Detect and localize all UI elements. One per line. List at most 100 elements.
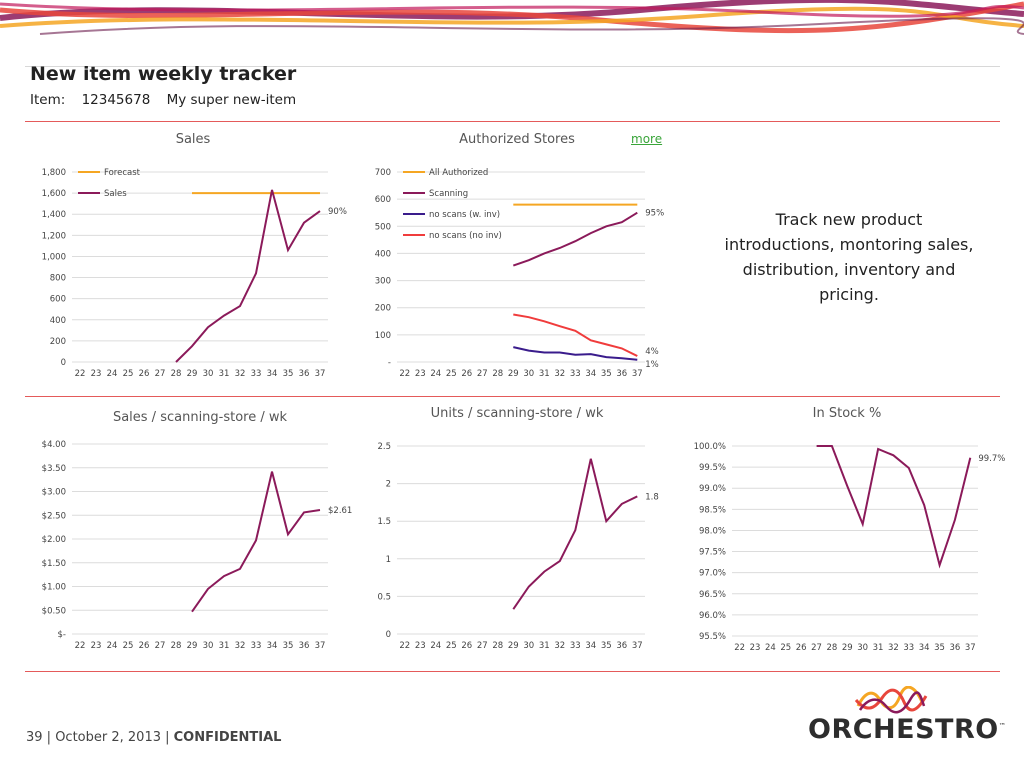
x-tick-label: 24	[430, 641, 441, 651]
y-tick-label: $3.00	[42, 488, 66, 498]
header-banner	[0, 0, 1024, 35]
x-tick-label: 26	[461, 641, 472, 651]
x-tick-label: 32	[235, 641, 246, 651]
x-tick-label: 23	[750, 643, 761, 653]
x-tick-label: 30	[523, 641, 534, 651]
x-tick-label: 27	[155, 369, 166, 379]
footer-date: October 2, 2013	[55, 730, 161, 745]
x-tick-label: 36	[616, 369, 627, 379]
x-tick-label: 29	[508, 641, 519, 651]
x-tick-label: 23	[415, 369, 426, 379]
x-tick-label: 24	[107, 641, 118, 651]
x-tick-label: 22	[399, 369, 410, 379]
y-tick-label: 98.0%	[699, 526, 726, 536]
x-tick-label: 26	[461, 369, 472, 379]
y-tick-label: 0.5	[377, 592, 391, 602]
x-tick-label: 23	[415, 641, 426, 651]
y-tick-label: 200	[375, 304, 391, 314]
y-tick-label: 1,600	[42, 189, 66, 199]
data-label: 95%	[645, 209, 664, 219]
x-tick-label: 22	[75, 369, 86, 379]
x-tick-label: 27	[477, 641, 488, 651]
y-tick-label: 95.5%	[699, 632, 726, 642]
x-tick-label: 31	[219, 369, 230, 379]
data-label: 1%	[645, 360, 659, 370]
x-tick-label: 34	[585, 641, 596, 651]
x-tick-label: 29	[187, 641, 198, 651]
x-tick-label: 34	[585, 369, 596, 379]
legend-label: Sales	[104, 189, 127, 199]
y-tick-label: 600	[375, 195, 391, 205]
orchestro-logo: ORCHESTRO™	[808, 714, 1007, 745]
item-name: My super new-item	[166, 92, 297, 108]
x-tick-label: 37	[632, 641, 643, 651]
x-tick-label: 28	[827, 643, 838, 653]
description-note: Track new product introductions, montori…	[724, 210, 974, 304]
x-tick-label: 34	[919, 643, 930, 653]
data-label: $2.61	[328, 506, 352, 516]
data-label: 90%	[328, 207, 347, 217]
y-tick-label: 99.0%	[699, 484, 726, 494]
x-tick-label: 37	[315, 369, 326, 379]
y-tick-label: 200	[50, 337, 66, 347]
data-label: 4%	[645, 347, 659, 357]
x-tick-label: 22	[399, 641, 410, 651]
more-link[interactable]: more	[631, 132, 663, 146]
x-tick-label: 31	[539, 369, 550, 379]
page-title: New item weekly tracker	[30, 63, 297, 85]
x-tick-label: 22	[734, 643, 745, 653]
y-tick-label: 0	[386, 630, 391, 640]
x-tick-label: 34	[267, 641, 278, 651]
x-tick-label: 36	[299, 369, 310, 379]
y-tick-label: $2.00	[42, 535, 66, 545]
y-tick-label: 500	[375, 222, 391, 232]
x-tick-label: 32	[554, 369, 565, 379]
footer: 39 | October 2, 2013 | CONFIDENTIAL	[26, 730, 282, 745]
divider-middle	[25, 396, 1000, 397]
x-tick-label: 31	[539, 641, 550, 651]
y-tick-label: 1	[386, 555, 391, 565]
y-tick-label: 99.5%	[699, 463, 726, 473]
x-tick-label: 35	[283, 369, 294, 379]
series-line-no-scans-no-inv	[513, 313, 638, 357]
page-number: 39	[26, 730, 43, 745]
x-tick-label: 30	[203, 641, 214, 651]
y-tick-label: 800	[50, 274, 66, 284]
y-tick-label: 100	[375, 331, 391, 341]
y-tick-label: 97.5%	[699, 548, 726, 558]
x-tick-label: 31	[219, 641, 230, 651]
y-tick-label: 1,200	[42, 231, 66, 241]
authorized-stores-chart: Authorized Stores - 100 200 300 400 500 600 700 2…	[375, 132, 664, 379]
x-tick-label: 30	[857, 643, 868, 653]
x-tick-label: 33	[903, 643, 914, 653]
item-label: Item:	[30, 92, 66, 108]
y-tick-label: 96.0%	[699, 611, 726, 621]
y-tick-label: 1,800	[42, 168, 66, 178]
x-tick-label: 36	[950, 643, 961, 653]
x-tick-label: 29	[187, 369, 198, 379]
x-tick-label: 27	[155, 641, 166, 651]
x-tick-label: 34	[267, 369, 278, 379]
x-tick-label: 25	[446, 369, 457, 379]
x-tick-label: 26	[796, 643, 807, 653]
x-tick-label: 23	[91, 641, 102, 651]
x-tick-label: 25	[780, 643, 791, 653]
x-tick-label: 28	[492, 369, 503, 379]
chart-title: Sales	[176, 132, 211, 147]
y-tick-label: 300	[375, 277, 391, 287]
data-label: 1.8	[645, 492, 659, 502]
x-tick-label: 33	[570, 369, 581, 379]
y-tick-label: 1.5	[377, 517, 391, 527]
x-tick-label: 35	[601, 641, 612, 651]
legend-label: no scans (no inv)	[429, 231, 502, 241]
x-tick-label: 28	[492, 641, 503, 651]
x-tick-label: 31	[873, 643, 884, 653]
legend-label: Scanning	[429, 189, 468, 199]
chart-title: Units / scanning-store / wk	[431, 406, 604, 421]
y-tick-label: 700	[375, 168, 391, 178]
x-tick-label: 33	[251, 641, 262, 651]
y-tick-label: 96.5%	[699, 590, 726, 600]
x-tick-label: 37	[632, 369, 643, 379]
chart-title: In Stock %	[813, 406, 882, 421]
y-tick-label: 600	[50, 295, 66, 305]
